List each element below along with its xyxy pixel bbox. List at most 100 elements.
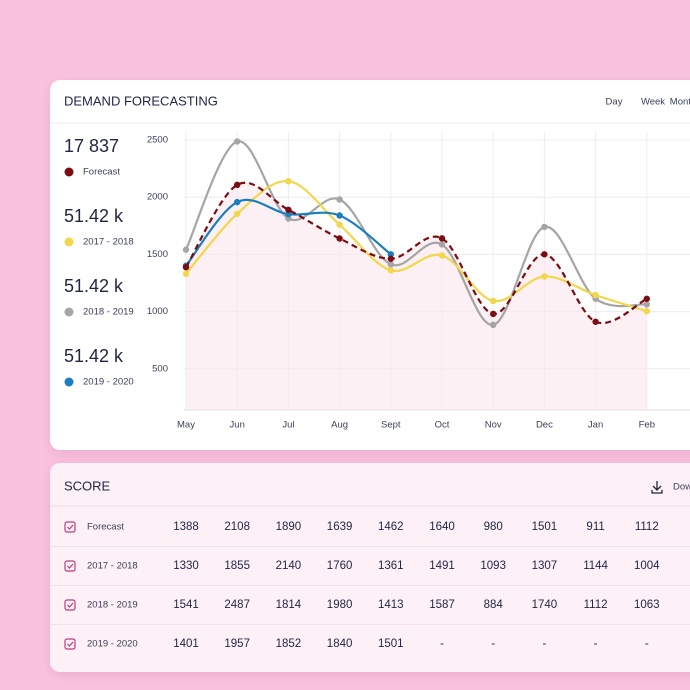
data-point: [234, 181, 241, 189]
cell: 1063: [634, 599, 660, 611]
download-button[interactable]: Download: [673, 482, 690, 493]
x-tick-label: Jul: [282, 420, 294, 431]
total-value: 51.42 k: [64, 346, 124, 366]
data-point: [387, 251, 394, 258]
score-title: SCORE: [64, 478, 111, 493]
data-point: [336, 235, 343, 242]
data-point: [336, 196, 343, 203]
data-point: [438, 235, 446, 242]
data-point: [234, 210, 241, 217]
data-point: [182, 270, 190, 278]
legend-swatch: [64, 307, 74, 317]
cell: -: [440, 638, 444, 650]
legend-label: Forecast: [83, 167, 120, 178]
data-point: [490, 297, 497, 305]
data-point: [285, 177, 292, 185]
total-value: 51.42 k: [64, 276, 124, 296]
x-tick-label: Sept: [381, 420, 401, 431]
cell: 1541: [173, 599, 199, 611]
legend-label: 2019 - 2020: [83, 377, 134, 388]
cell: -: [491, 638, 495, 650]
checkbox[interactable]: [64, 521, 76, 533]
cell: 1093: [480, 560, 506, 572]
data-point: [592, 318, 599, 325]
cell: 1587: [429, 599, 455, 611]
checkmark: [67, 641, 74, 647]
legend-label: 2018 - 2019: [83, 307, 134, 318]
cell: 1361: [378, 560, 404, 572]
cell: -: [594, 638, 598, 650]
cell: 980: [484, 521, 503, 533]
cell: 1112: [635, 521, 659, 533]
cell: -: [645, 638, 649, 650]
cell: 1840: [327, 638, 353, 650]
checkbox[interactable]: [64, 638, 76, 650]
cell: 1462: [378, 521, 404, 533]
x-tick-label: Aug: [331, 420, 348, 431]
x-tick-label: May: [177, 420, 195, 431]
tab[interactable]: Month: [670, 97, 690, 108]
cell: 2140: [276, 560, 302, 572]
series-line: [185, 140, 647, 326]
cell: 1112: [584, 599, 608, 611]
legend-swatch: [64, 167, 74, 177]
y-tick-label: 1000: [147, 306, 168, 317]
cell: 1740: [532, 599, 558, 611]
checkbox[interactable]: [64, 599, 76, 611]
y-tick-label: 2500: [147, 135, 168, 146]
data-point: [643, 301, 650, 308]
cell: 2108: [224, 521, 250, 533]
score-card: [50, 463, 690, 672]
cell: 1760: [327, 560, 353, 572]
row-label: 2018 - 2019: [87, 600, 138, 611]
cell: 1640: [429, 521, 455, 533]
total-value: 17 837: [64, 136, 119, 156]
summary: 17 837 Forecast 51.42 k 2017 - 2018 51.42 k 2…: [64, 136, 134, 388]
score-table: Forecast 1388 2108 1890 1639 1462 1640 980 1501 9…: [50, 521, 690, 650]
cell: 2487: [224, 599, 250, 611]
cell: 1980: [327, 599, 353, 611]
data-point: [387, 261, 394, 268]
cell: 1957: [224, 638, 250, 650]
cell: 1855: [224, 560, 250, 572]
data-point: [592, 291, 599, 299]
tab[interactable]: Week: [641, 97, 665, 108]
plot: May Jun Jul Aug Sept Oct Nov Dec Jan Feb 500 1000 15…: [147, 132, 690, 431]
cell: 1413: [378, 599, 404, 611]
x-tick-label: Jan: [588, 420, 603, 431]
cell: 884: [484, 599, 504, 611]
checkmark: [67, 602, 74, 608]
data-point: [643, 295, 650, 302]
data-point: [541, 223, 548, 231]
data-point: [336, 212, 343, 219]
data-point: [387, 255, 394, 262]
tab[interactable]: Day: [606, 97, 623, 108]
legend-swatch: [64, 377, 74, 387]
cell: 1890: [276, 521, 302, 533]
data-point: [182, 264, 190, 271]
cell: 1388: [173, 521, 199, 533]
data-point: [387, 267, 394, 274]
data-point: [438, 241, 446, 248]
cell: 1144: [583, 560, 608, 572]
x-tick-label: Jun: [230, 420, 245, 431]
cell: 1004: [634, 560, 660, 572]
data-point: [438, 252, 446, 259]
cell: 1852: [276, 638, 302, 650]
download-icon[interactable]: [651, 481, 663, 494]
data-point: [490, 310, 497, 318]
data-point: [541, 273, 548, 280]
x-tick-label: Feb: [639, 420, 655, 431]
checkbox[interactable]: [64, 560, 76, 572]
series-line: [185, 180, 648, 313]
data-point: [541, 251, 548, 258]
legend-label: 2017 - 2018: [83, 237, 134, 248]
y-tick-label: 2000: [147, 192, 168, 203]
data-point: [234, 138, 241, 145]
cell: -: [542, 638, 546, 650]
area: [186, 182, 647, 410]
series-line: [185, 181, 648, 325]
y-tick-label: 1500: [147, 249, 168, 260]
